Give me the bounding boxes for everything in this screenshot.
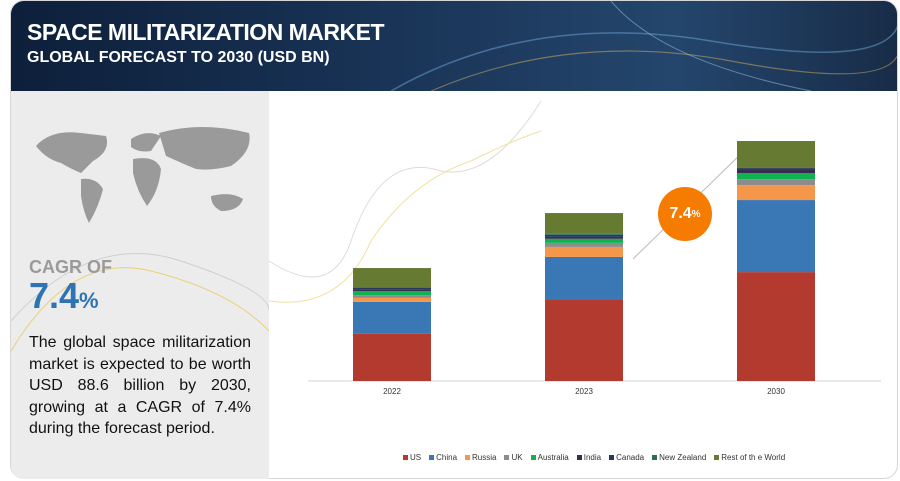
cagr-value: 7.4%: [29, 275, 99, 316]
legend-item: Australia: [530, 453, 569, 462]
legend-swatch: [504, 455, 510, 460]
legend-swatch: [530, 455, 536, 460]
legend-label: India: [583, 453, 602, 462]
bar-2022-russia: [353, 297, 431, 302]
cagr-label: CAGR OF: [29, 257, 112, 277]
decorative-light-trails: [390, 1, 897, 91]
bar-2030-china: [737, 200, 815, 273]
bar-2023-new-zealand: [545, 233, 623, 235]
bar-2022-canada: [353, 287, 431, 290]
bar-2030-canada: [737, 168, 815, 170]
bar-2022-china: [353, 301, 431, 334]
bar-2023-china: [545, 256, 623, 301]
infographic: SPACE MILITARIZATION MARKET GLOBAL FOREC…: [10, 0, 898, 479]
bar-2030-russia: [737, 185, 815, 201]
chart-legend: US China Russia UK Australia India Canada New Z…: [403, 453, 785, 462]
bar-2023-russia: [545, 246, 623, 257]
decorative-curves: [11, 253, 269, 352]
header-banner: SPACE MILITARIZATION MARKET GLOBAL FOREC…: [11, 1, 897, 91]
legend-item: Canada: [609, 453, 644, 462]
bar-2023-uk: [545, 242, 623, 247]
world-map-icon: [36, 127, 250, 223]
x-tick-label: 2030: [767, 387, 785, 396]
legend-label: US: [410, 453, 422, 462]
legend-item: Rest of th e World: [714, 453, 785, 462]
bar-2030-uk: [737, 179, 815, 186]
bar-2030-india: [737, 169, 815, 174]
legend-label: Australia: [537, 453, 569, 462]
bar-2022-rest-of-th-e-world: [353, 268, 431, 288]
legend-swatch: [403, 455, 408, 460]
bar-2023-india: [545, 236, 623, 239]
cagr-bubble: 7.4%: [658, 187, 712, 241]
legend-swatch: [465, 455, 471, 460]
page-subtitle: GLOBAL FORECAST TO 2030 (USD BN): [27, 49, 330, 66]
legend-item: UK: [504, 453, 523, 462]
legend-swatch: [576, 455, 582, 460]
market-description: The global space militarization market i…: [29, 334, 251, 437]
legend-label: China: [436, 453, 458, 462]
legend-label: Russia: [472, 453, 497, 462]
legend-label: Rest of th e World: [721, 453, 786, 462]
bar-2023-canada: [545, 234, 623, 237]
x-tick-label: 2022: [383, 387, 401, 396]
bar-2030-new-zealand: [737, 167, 815, 169]
bar-2030-us: [737, 272, 815, 381]
bar-2023-us: [545, 300, 623, 381]
legend-item: China: [429, 453, 457, 462]
legend-item: Russia: [465, 453, 496, 462]
legend-swatch: [714, 455, 720, 460]
bar-2022-uk: [353, 295, 431, 298]
legend-swatch: [609, 455, 615, 460]
bar-2022-us: [353, 333, 431, 381]
bar-2022-new-zealand: [353, 287, 431, 288]
legend-item: New Zealand: [652, 453, 706, 462]
legend-label: New Zealand: [659, 453, 707, 462]
legend-swatch: [429, 455, 435, 460]
bar-2030-rest-of-th-e-world: [737, 141, 815, 168]
bar-2030-australia: [737, 173, 815, 180]
summary-panel: CAGR OF 7.4% The global space militariza…: [11, 91, 269, 479]
bar-2022-india: [353, 289, 431, 292]
bar-2023-rest-of-th-e-world: [545, 213, 623, 234]
bar-2022-australia: [353, 291, 431, 296]
legend-item: US: [403, 453, 421, 462]
legend-label: Canada: [616, 453, 645, 462]
legend-item: India: [576, 453, 602, 462]
legend-label: UK: [511, 453, 523, 462]
page-title: SPACE MILITARIZATION MARKET: [27, 19, 385, 45]
legend-swatch: [652, 455, 658, 460]
stacked-bar-chart: 2022 2023 2030: [268, 100, 881, 396]
bar-2023-australia: [545, 238, 623, 243]
x-tick-label: 2023: [575, 387, 593, 396]
